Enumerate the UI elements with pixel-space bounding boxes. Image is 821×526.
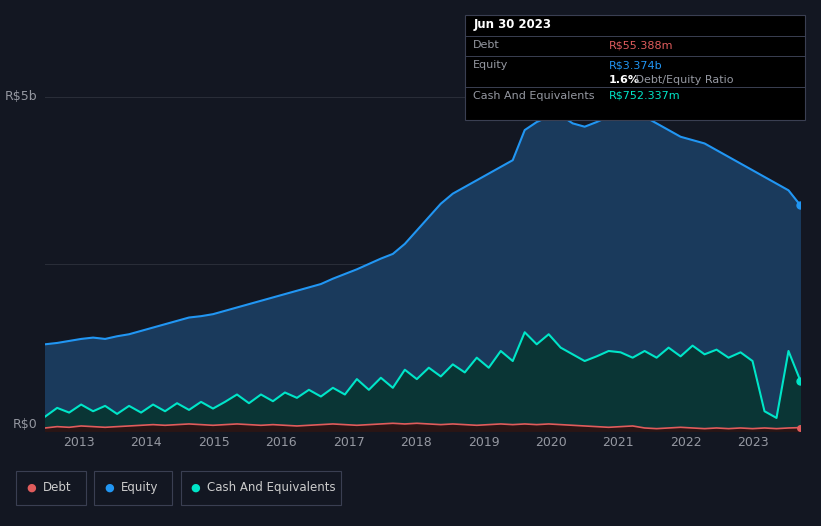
Text: Debt/Equity Ratio: Debt/Equity Ratio: [631, 75, 733, 85]
Text: R$5b: R$5b: [5, 90, 38, 103]
Text: ●: ●: [190, 483, 200, 493]
Text: R$752.337m: R$752.337m: [608, 91, 681, 101]
Text: Debt: Debt: [473, 41, 500, 50]
Text: R$55.388m: R$55.388m: [608, 41, 673, 50]
Text: ●: ●: [26, 483, 36, 493]
Text: Equity: Equity: [473, 60, 508, 70]
Text: Cash And Equivalents: Cash And Equivalents: [473, 91, 594, 101]
Text: R$0: R$0: [13, 418, 38, 431]
Text: Equity: Equity: [121, 481, 158, 494]
Text: ●: ●: [104, 483, 114, 493]
Text: Cash And Equivalents: Cash And Equivalents: [207, 481, 336, 494]
Text: Debt: Debt: [43, 481, 71, 494]
Text: R$3.374b: R$3.374b: [608, 60, 663, 70]
Text: Jun 30 2023: Jun 30 2023: [473, 18, 551, 32]
Text: 1.6%: 1.6%: [608, 75, 640, 85]
